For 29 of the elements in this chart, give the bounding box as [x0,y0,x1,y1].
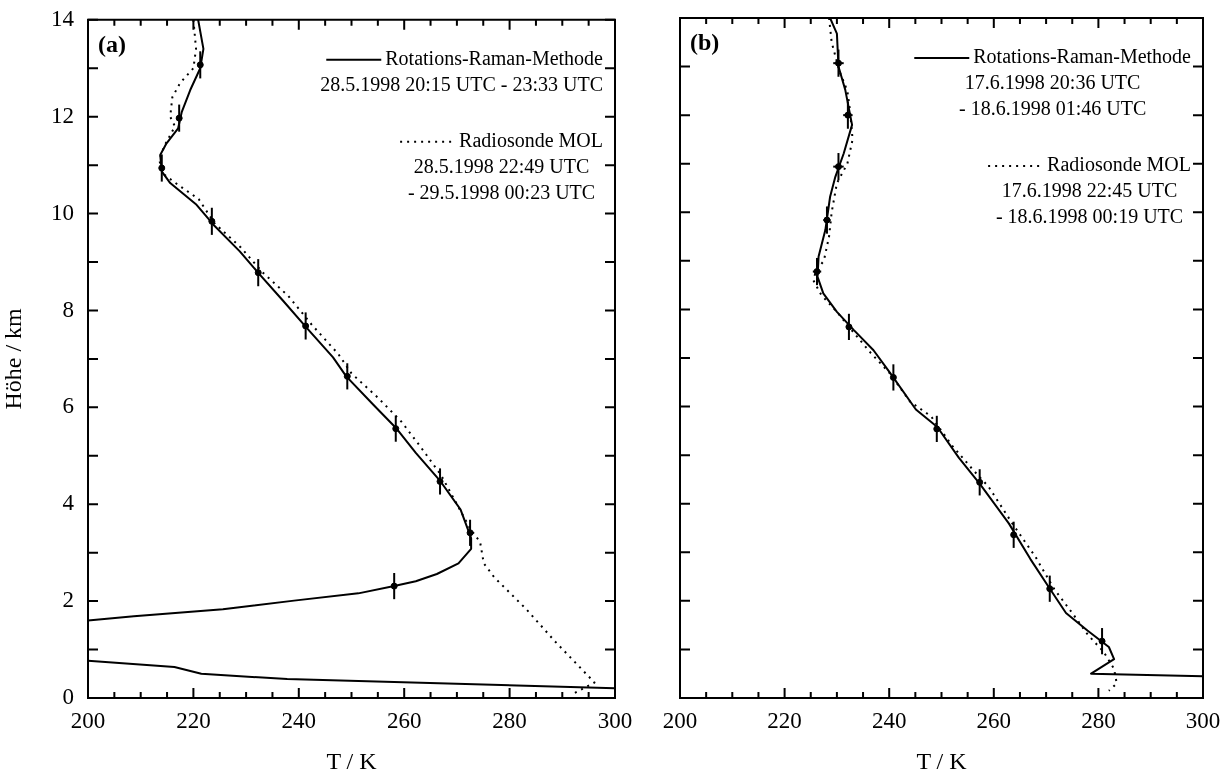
x-tick-label: 300 [1185,707,1221,733]
x-tick-label: 200 [662,707,698,733]
y-tick-label: 14 [51,5,75,31]
x-axis-title: T / K [916,747,968,774]
legend-label: Radiosonde MOL 17.6.1998 22:45 UTC - 18.6.1998 00:19 UTC [995,153,1191,228]
y-tick-label: 12 [51,102,74,128]
x-tick-label: 300 [597,707,633,733]
x-tick-label: 220 [176,707,211,733]
y-tick-label: 4 [62,490,75,516]
legend-label: Radiosonde MOL 28.5.1998 22:49 UTC - 29.5.1998 00:23 UTC [407,129,603,204]
legend-label: Rotations-Raman-Methode 17.6.1998 20:36 UTC - 18.6.1998 01:46 UTC [959,45,1192,120]
y-tick-label: 0 [62,684,74,710]
y-tick-label: 2 [62,587,74,613]
chart-title: (b) [690,29,720,56]
y-tick-label: 10 [51,199,74,225]
x-tick-label: 200 [70,707,106,733]
x-tick-label: 280 [492,707,527,733]
text: (a) [98,31,126,57]
y-axis-title: Höhe / km [0,307,26,410]
x-axis-title: T / K [326,747,378,774]
x-tick-label: 240 [281,707,317,733]
x-tick-label: 260 [386,707,422,733]
y-tick-label: 6 [62,393,74,419]
y-tick-label: 8 [62,296,74,322]
x-tick-label: 240 [871,707,907,733]
x-tick-label: 260 [976,707,1012,733]
x-tick-label: 280 [1081,707,1116,733]
legend-label: Rotations-Raman-Methode 28.5.1998 20:15 UTC - 23:33 UTC [320,47,604,96]
x-tick-label: 220 [767,707,802,733]
